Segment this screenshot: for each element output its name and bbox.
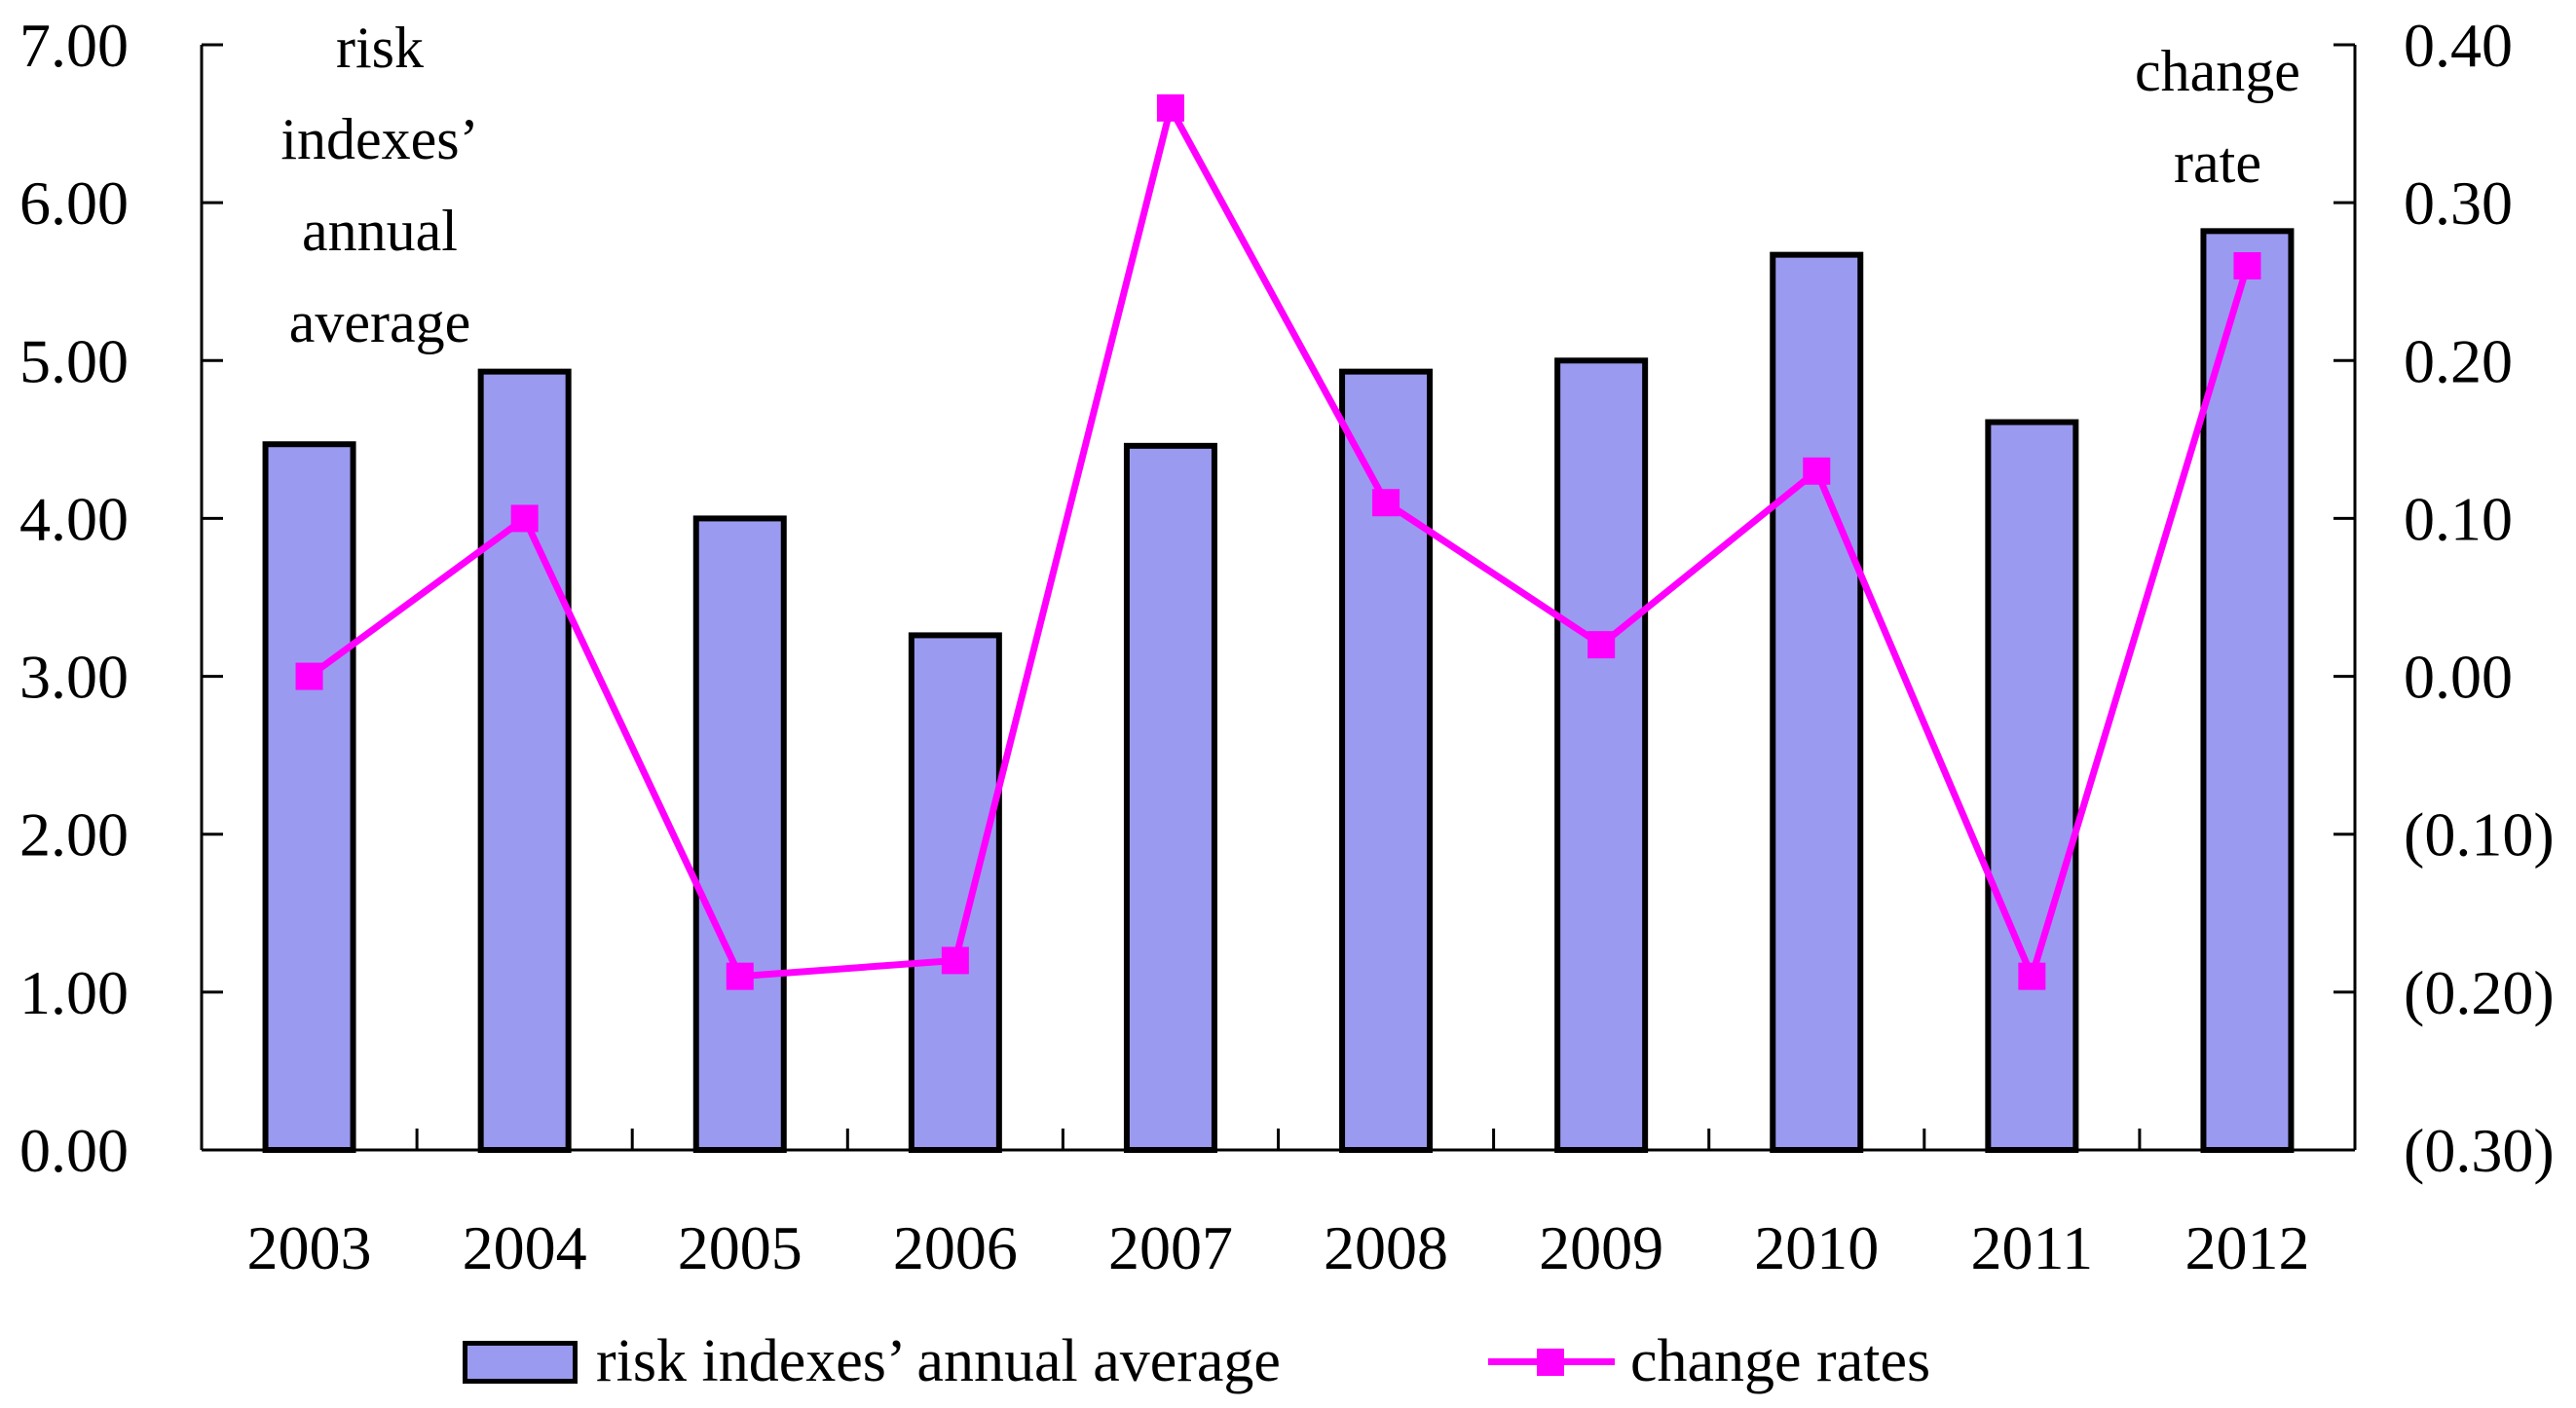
marker-2011 — [2018, 962, 2046, 990]
bar-2009 — [1554, 357, 1649, 1153]
marker-2012 — [2233, 252, 2261, 279]
right-axis-tick-label: (0.10) — [2404, 800, 2555, 870]
marker-2003 — [295, 662, 323, 690]
year-label-2008: 2008 — [1324, 1213, 1448, 1282]
left-axis-tick-label: 6.00 — [19, 168, 129, 238]
bar-2007 — [1123, 442, 1217, 1154]
marker-2010 — [1803, 457, 1831, 485]
right-axis-tick-label: 0.10 — [2404, 484, 2513, 553]
change-rates-line — [307, 98, 2251, 986]
left-axis-title-line: annual — [302, 199, 458, 263]
legend-line-swatch — [1488, 1341, 1615, 1384]
year-label-2004: 2004 — [463, 1213, 587, 1282]
right-axis-tick-label: 0.30 — [2404, 168, 2513, 238]
year-label-2006: 2006 — [893, 1213, 1018, 1282]
left-axis-title-line: indexes’ — [280, 107, 479, 171]
year-label-2010: 2010 — [1754, 1213, 1879, 1282]
bar-2011 — [1985, 419, 2079, 1153]
marker-2006 — [941, 946, 969, 975]
bar-2006 — [908, 632, 1002, 1153]
year-label-2005: 2005 — [678, 1213, 803, 1282]
right-axis-tick-label: 0.20 — [2404, 326, 2513, 395]
right-axis-title-line: change — [2135, 39, 2300, 103]
year-label-2003: 2003 — [247, 1213, 372, 1282]
left-axis-tick-label: 0.00 — [19, 1116, 129, 1185]
marker-2009 — [1587, 631, 1616, 659]
marker-2007 — [1156, 93, 1184, 122]
marker-2008 — [1372, 489, 1400, 517]
bar-2010 — [1770, 251, 1864, 1153]
left-axis-title: risk indexes’ annual average — [185, 2, 575, 368]
bar-2005 — [692, 515, 787, 1153]
year-label-2012: 2012 — [2184, 1213, 2309, 1282]
left-axis-tick-label: 1.00 — [19, 958, 129, 1027]
right-axis-tick-label: 0.00 — [2404, 643, 2513, 712]
bar-2012 — [2200, 228, 2295, 1154]
bar-2003 — [262, 441, 356, 1153]
left-axis-title-line: risk — [336, 16, 424, 80]
year-label-2009: 2009 — [1539, 1213, 1663, 1282]
bar-2008 — [1339, 368, 1434, 1153]
right-axis-tick-label: 0.40 — [2404, 11, 2513, 80]
left-axis-tick-label: 5.00 — [19, 326, 129, 395]
legend-bar-label: risk indexes’ annual average — [596, 1328, 1281, 1394]
right-axis-tick-label: (0.30) — [2404, 1116, 2555, 1185]
left-axis-tick-label: 3.00 — [19, 643, 129, 712]
left-axis-tick-label: 7.00 — [19, 11, 129, 80]
year-label-2007: 2007 — [1108, 1213, 1233, 1282]
bar-2004 — [477, 368, 572, 1153]
legend-line-label: change rates — [1630, 1328, 1931, 1394]
right-axis-tick-label: (0.20) — [2404, 958, 2555, 1027]
legend-line-marker-icon — [1537, 1349, 1564, 1376]
left-axis-title-line: average — [288, 290, 471, 354]
left-axis-tick-label: 2.00 — [19, 800, 129, 870]
year-label-2011: 2011 — [1971, 1213, 2094, 1282]
left-axis-tick-label: 4.00 — [19, 484, 129, 553]
marker-2004 — [510, 504, 539, 533]
right-axis-title-line: rate — [2174, 130, 2261, 195]
right-axis-title: change rate — [2063, 25, 2372, 208]
marker-2005 — [726, 962, 754, 990]
legend-bar-swatch — [463, 1341, 578, 1384]
